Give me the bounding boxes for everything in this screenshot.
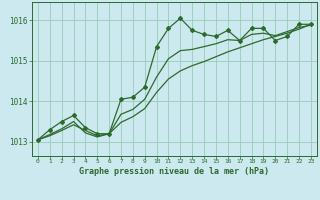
X-axis label: Graphe pression niveau de la mer (hPa): Graphe pression niveau de la mer (hPa) — [79, 167, 269, 176]
